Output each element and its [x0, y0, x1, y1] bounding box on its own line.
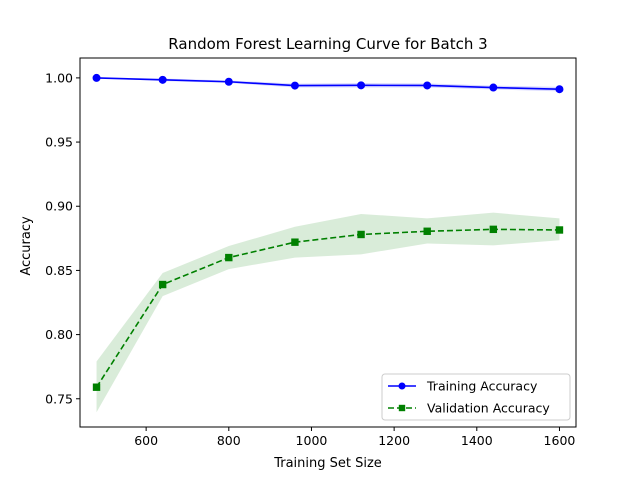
x-tick-label: 600: [134, 433, 158, 448]
validation-accuracy-point: [92, 383, 101, 391]
training-accuracy-point: [92, 73, 101, 82]
x-tick-label: 1400: [461, 433, 493, 448]
x-tick-label: 800: [217, 433, 241, 448]
y-tick-label: 0.95: [45, 135, 73, 150]
series-lines: [95, 77, 560, 388]
training-accuracy-line: [96, 77, 560, 90]
legend-swatch-marker: [398, 404, 406, 412]
legend-swatch-marker: [398, 382, 406, 390]
validation-accuracy-point: [555, 226, 564, 234]
training-accuracy-point: [290, 81, 299, 90]
y-tick-label: 0.85: [45, 263, 73, 278]
training-accuracy-point: [224, 77, 233, 86]
x-tick-label: 1600: [544, 433, 576, 448]
legend-label: Validation Accuracy: [427, 401, 550, 416]
series-markers: [92, 73, 564, 391]
y-tick-label: 0.75: [45, 391, 73, 406]
training-accuracy-point: [423, 81, 432, 90]
x-tick-label: 1000: [296, 433, 328, 448]
legend-entry-training-accuracy: Training Accuracy: [388, 379, 538, 394]
plot-frame: [79, 57, 577, 428]
training-accuracy-point: [357, 81, 366, 90]
legend-label: Training Accuracy: [426, 379, 538, 394]
validation-accuracy-point: [225, 253, 233, 262]
validation-accuracy-point: [423, 227, 431, 235]
y-axis-ticks: 0.75 0.80 0.85 0.90 0.95 1.00: [45, 70, 80, 406]
y-tick-label: 0.80: [45, 327, 73, 342]
legend: Training Accuracy Validation Accuracy: [381, 373, 571, 421]
training-accuracy-point: [158, 75, 167, 84]
y-tick-label: 1.00: [45, 70, 73, 85]
legend-box: [381, 373, 571, 421]
axes: [79, 57, 577, 428]
x-axis-ticks: 600 800 1000 1200 1400 1600: [134, 427, 575, 448]
validation-accuracy-point: [357, 230, 365, 239]
chart-title: Random Forest Learning Curve for Batch 3: [168, 35, 487, 53]
x-axis-label: Training Set Size: [273, 456, 382, 471]
training-accuracy-point: [489, 83, 498, 92]
validation-accuracy-band: [96, 212, 560, 413]
x-tick-label: 1200: [378, 433, 410, 448]
validation-accuracy-point: [489, 225, 498, 234]
validation-accuracy-point: [158, 280, 167, 289]
legend-entry-validation-accuracy: Validation Accuracy: [388, 401, 550, 416]
legend-items: Training Accuracy Validation Accuracy: [388, 379, 550, 416]
validation-accuracy-point: [291, 238, 299, 246]
training-accuracy-point: [555, 85, 564, 94]
confidence-bands: [96, 77, 560, 413]
y-tick-label: 0.90: [45, 199, 73, 214]
y-axis-label: Accuracy: [19, 216, 34, 276]
